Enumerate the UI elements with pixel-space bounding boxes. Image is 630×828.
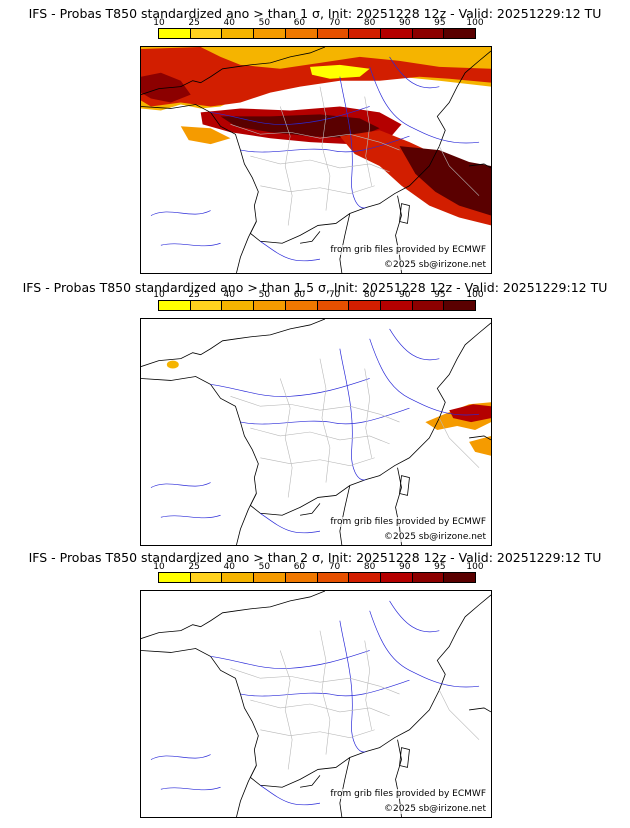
colorbar-tick-label: 40 [223,290,235,300]
colorbar-tick-label: 40 [223,562,235,572]
colorbar-tick-label: 25 [188,18,200,28]
colorbar [158,300,476,311]
colorbar-tick-label: 80 [363,18,376,28]
colorbar-tick-label: 50 [258,290,271,300]
panel-3: IFS - Probas T850 standardized ano > tha… [0,544,630,818]
colorbar-swatch [190,29,223,38]
colorbar [158,572,476,583]
colorbar-tick-label: 80 [363,290,376,300]
colorbar-tick-label: 40 [223,18,235,28]
probability-map: from grib files provided by ECMWF ©2025 … [140,318,492,546]
source-credit: from grib files provided by ECMWF [329,245,487,255]
colorbar-tick-label: 100 [466,18,484,28]
colorbar-tick-label: 100 [466,562,484,572]
copyright-notice: ©2025 sb@irizone.net [383,260,487,270]
colorbar-tick-label: 95 [434,562,446,572]
probability-map: from grib files provided by ECMWF ©2025 … [140,590,492,818]
copyright-notice: ©2025 sb@irizone.net [383,804,487,814]
colorbar-swatch [412,29,445,38]
colorbar-swatch [222,301,255,310]
probability-field [166,360,491,456]
panel-title: IFS - Probas T850 standardized ano > tha… [28,6,602,21]
source-credit: from grib files provided by ECMWF [329,789,487,799]
colorbar-tick-label: 50 [258,562,271,572]
colorbar-swatch [349,573,381,582]
source-credit: from grib files provided by ECMWF [329,517,487,527]
colorbar-tick-label: 70 [328,18,341,28]
colorbar-swatch [412,573,445,582]
panel-title: IFS - Probas T850 standardized ano > tha… [28,550,602,565]
colorbar-swatch [254,573,286,582]
colorbar-tick-label: 70 [328,562,341,572]
colorbar-swatch [317,29,350,38]
colorbar-tick-label: 25 [188,290,200,300]
panel-2: IFS - Probas T850 standardized ano > tha… [0,272,630,546]
colorbar-tick-label: 10 [153,18,165,28]
colorbar-tick-label: 10 [153,290,165,300]
colorbar-tick-label: 60 [293,18,306,28]
colorbar-swatch [285,573,318,582]
panel-title: IFS - Probas T850 standardized ano > tha… [22,280,608,295]
colorbar-swatch [190,573,223,582]
colorbar-swatch [222,573,255,582]
colorbar-swatch [444,301,476,310]
colorbar-swatch [317,573,350,582]
colorbar-swatch [380,301,413,310]
colorbar-swatch [159,573,191,582]
colorbar-tick-label: 50 [258,18,271,28]
colorbar-ticks: 10 25 40 50 60 70 80 90 95 100 [153,290,483,300]
copyright-notice: ©2025 sb@irizone.net [383,532,487,542]
colorbar-tick-label: 60 [293,562,306,572]
colorbar [158,28,476,39]
colorbar-ticks: 10 25 40 50 60 70 80 90 95 100 [153,562,483,572]
colorbar-tick-label: 10 [153,562,165,572]
colorbar-swatch [380,573,413,582]
colorbar-swatch [190,301,223,310]
colorbar-swatch [254,301,286,310]
colorbar-tick-label: 95 [434,18,446,28]
colorbar-tick-label: 25 [188,562,200,572]
colorbar-swatch [412,301,445,310]
colorbar-swatch [444,29,476,38]
colorbar-tick-label: 90 [399,18,411,28]
panel-1: IFS - Probas T850 standardized ano > tha… [0,0,630,274]
colorbar-tick-label: 80 [363,562,376,572]
colorbar-swatch [380,29,413,38]
colorbar-swatch [285,29,318,38]
colorbar-swatch [222,29,255,38]
colorbar-swatch [159,301,191,310]
colorbar-ticks: 10 25 40 50 60 70 80 90 95 100 [153,18,483,28]
colorbar-tick-label: 100 [466,290,484,300]
colorbar-swatch [444,573,476,582]
probability-field [141,47,491,226]
colorbar-swatch [159,29,191,38]
colorbar-swatch [317,301,350,310]
colorbar-tick-label: 60 [293,290,306,300]
colorbar-tick-label: 90 [399,290,411,300]
probability-map: from grib files provided by ECMWF ©2025 … [140,46,492,274]
colorbar-tick-label: 70 [328,290,341,300]
colorbar-swatch [349,29,381,38]
colorbar-swatch [349,301,381,310]
colorbar-tick-label: 90 [399,562,411,572]
colorbar-swatch [254,29,286,38]
colorbar-tick-label: 95 [434,290,446,300]
colorbar-swatch [285,301,318,310]
